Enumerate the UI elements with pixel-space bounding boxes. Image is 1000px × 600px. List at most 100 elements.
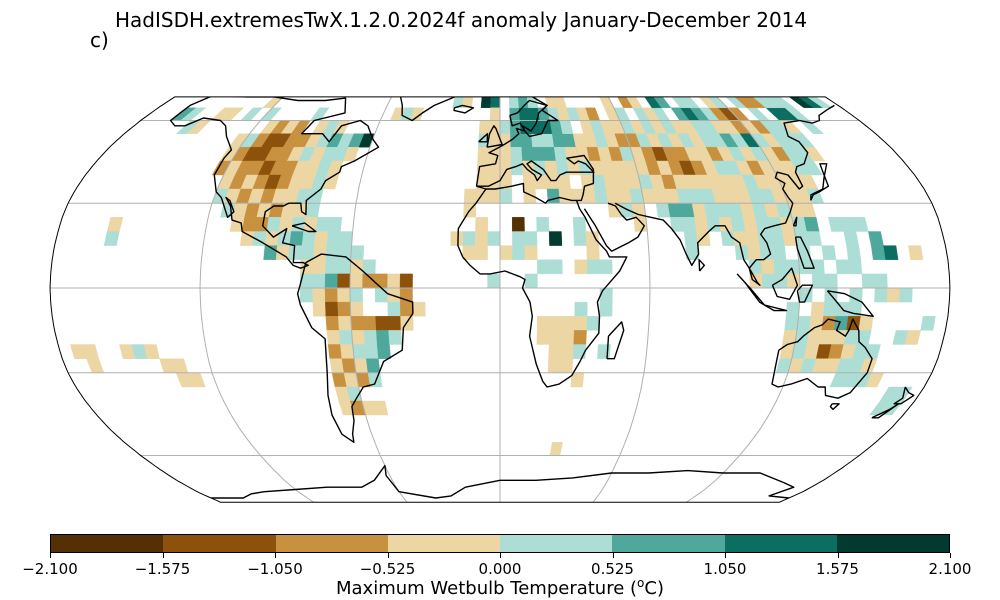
coastline (796, 284, 814, 303)
gridcell (324, 287, 338, 303)
colorbar-segment (612, 535, 725, 552)
gridcell (824, 273, 838, 289)
gridcell (475, 231, 488, 246)
gridcell (338, 330, 353, 345)
gridcell (557, 174, 571, 190)
gridcell (806, 231, 822, 246)
gridcell (886, 287, 901, 303)
colorbar-segment (724, 535, 837, 552)
panel-label: c) (90, 28, 109, 52)
gridcell (652, 96, 672, 108)
coastline (810, 163, 830, 201)
gridcell (399, 301, 414, 317)
gridcell (450, 231, 464, 246)
gridcell (874, 287, 888, 303)
gridcell (670, 96, 691, 108)
gridcell (833, 316, 849, 331)
gridcell (337, 259, 351, 275)
gridcell (326, 330, 341, 345)
gridcell (544, 96, 558, 108)
gridcell (524, 273, 538, 289)
coastline (478, 133, 489, 143)
gridcell (594, 188, 609, 204)
gridcell (312, 273, 326, 289)
gridcell (741, 96, 767, 108)
gridcell (240, 107, 264, 121)
gridcell (536, 316, 551, 331)
gridcell (312, 259, 327, 275)
gridcell (586, 316, 600, 331)
gridcell (582, 188, 597, 204)
gridcell (870, 245, 886, 260)
gridcell (750, 96, 776, 108)
gridcell (512, 231, 525, 246)
gridcell (524, 231, 538, 246)
gridcell (337, 273, 351, 289)
gridcell (761, 259, 775, 275)
gridcell (586, 259, 601, 275)
coastline (736, 273, 766, 306)
gridcell (300, 245, 315, 260)
gridcell (522, 174, 536, 190)
gridcell (723, 96, 748, 108)
gridcell (548, 231, 563, 246)
colorbar-tickmark (950, 553, 951, 558)
gridcell (599, 301, 613, 317)
gridcell (920, 316, 936, 331)
gridcell (375, 316, 389, 331)
gridcell (757, 231, 773, 246)
colorbar-tickmark (837, 553, 839, 558)
colorbar-tick-label: 1.050 (703, 560, 747, 578)
gridcell (340, 344, 355, 359)
graticule (50, 96, 950, 503)
gridcell (534, 174, 548, 190)
gridcell (574, 259, 588, 275)
gridcell (559, 358, 574, 373)
gridcell (363, 330, 378, 345)
coastline (453, 104, 475, 114)
coastline (475, 96, 559, 187)
gridcell (586, 245, 600, 260)
gridcell (524, 245, 538, 260)
coastline (614, 104, 835, 286)
gridcell (376, 330, 390, 345)
gridcell (289, 231, 304, 246)
gridcell (241, 217, 258, 232)
colorbar-tick-label: −2.100 (22, 560, 78, 578)
gridcell (462, 231, 476, 246)
gridcell (823, 301, 838, 317)
gridcell (499, 147, 512, 162)
gridcell (599, 259, 613, 275)
gridcell (338, 245, 352, 260)
gridcell (643, 96, 662, 108)
coastline (291, 222, 317, 233)
gridcell (301, 231, 317, 246)
gridcell (314, 231, 329, 246)
gridcell (786, 96, 814, 108)
gridcell (536, 217, 550, 232)
gridcell (337, 287, 351, 303)
colorbar-segment (836, 535, 949, 552)
gridcell (572, 344, 587, 359)
gridcell (350, 245, 365, 260)
gridcell (475, 217, 489, 232)
gridcell (478, 120, 491, 134)
gridcell (773, 259, 788, 275)
gridcell (547, 358, 562, 373)
gridcell (325, 316, 340, 331)
gridcell (679, 96, 700, 108)
gridcell (561, 330, 575, 345)
gridcell (573, 330, 587, 345)
colorbar-tick-label: 1.575 (816, 560, 859, 578)
colorbar-segment (387, 535, 500, 552)
gridcell (388, 330, 403, 345)
gridcell (462, 245, 476, 260)
gridcell (337, 301, 351, 317)
colorbar-tick-label: −1.050 (247, 560, 303, 578)
gridcell (852, 217, 869, 232)
gridcell (768, 96, 795, 108)
gridcell (512, 245, 526, 260)
coastlines (169, 96, 915, 499)
coastline (169, 96, 380, 269)
colorbar-segment (500, 535, 613, 552)
